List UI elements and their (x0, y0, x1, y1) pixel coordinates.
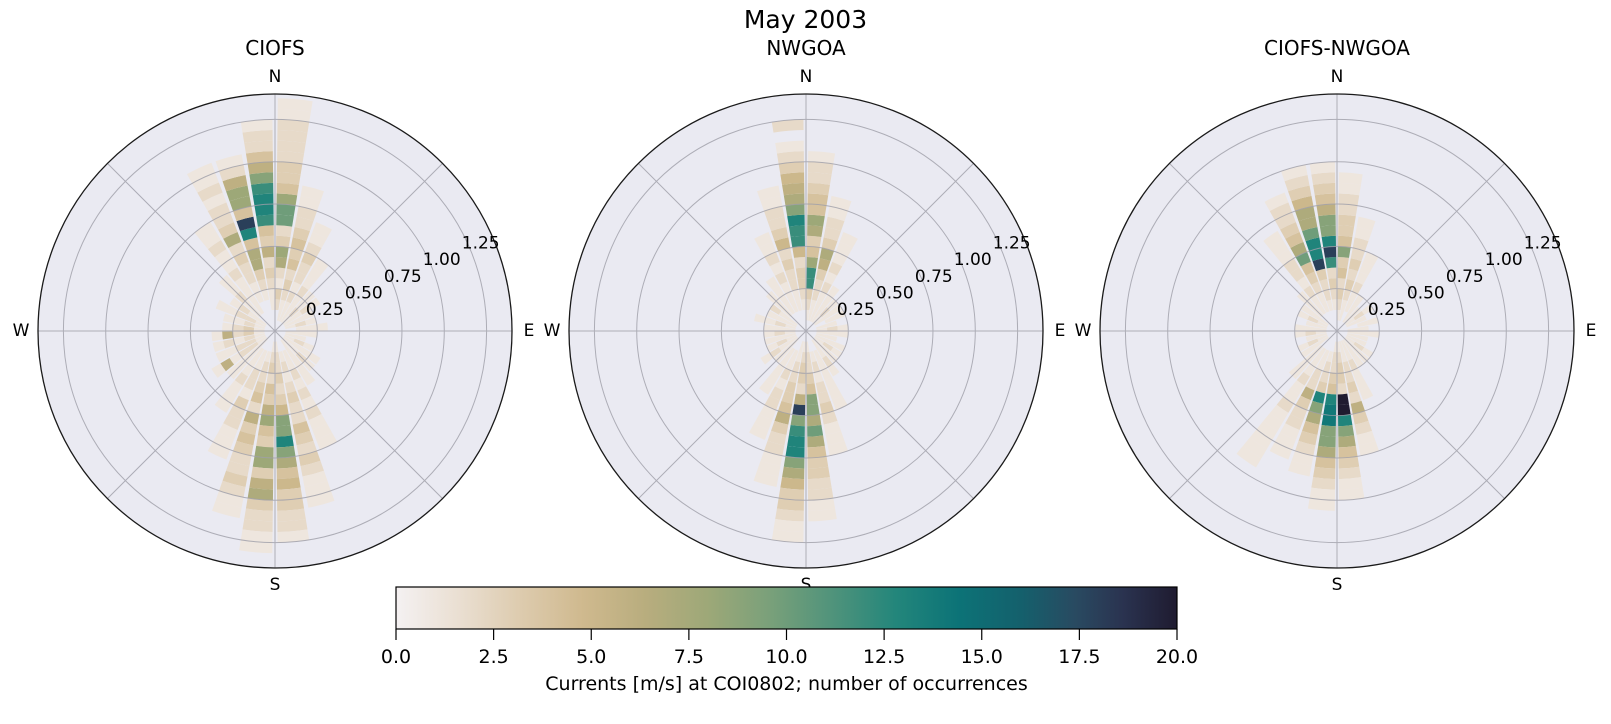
compass-label-e: E (1055, 321, 1066, 341)
colorbar-tick-label: 0.0 (381, 646, 411, 668)
radial-tick-label: 1.00 (1485, 250, 1523, 270)
radial-tick-label: 0.50 (1407, 283, 1445, 303)
radial-tick-label: 0.25 (306, 300, 344, 320)
compass-label-w: W (1075, 321, 1092, 341)
radial-tick-label: 0.50 (345, 283, 383, 303)
rose-cells (186, 98, 338, 554)
colorbar-tick-label: 7.5 (674, 646, 704, 668)
panel-title-ciofs-nwgoa: CIOFS-NWGOA (1264, 36, 1410, 60)
compass-label-s: S (270, 575, 281, 595)
compass-label-n: N (800, 67, 813, 87)
polar-grid (38, 94, 512, 568)
colorbar-tick-label: 20.0 (1156, 646, 1198, 668)
polar-outline (1099, 93, 1575, 569)
colorbar-tick-label: 10.0 (765, 646, 807, 668)
radial-tick-label: 0.75 (1446, 267, 1484, 287)
compass-label-s: S (801, 575, 812, 595)
rose-panel-1: N E S W 0.250.500.751.001.25 (544, 67, 1066, 595)
radial-tick-label: 0.75 (384, 267, 422, 287)
main-title: May 2003 (743, 5, 868, 34)
panel-title-nwgoa: NWGOA (766, 36, 846, 60)
polar-outline (37, 93, 513, 569)
compass-label-w: W (13, 321, 30, 341)
polar-grid (1100, 94, 1574, 568)
radial-tick-label: 0.75 (915, 267, 953, 287)
radial-tick-label: 1.25 (1524, 234, 1562, 254)
radial-tick-label: 1.00 (954, 250, 992, 270)
compass-label-n: N (269, 67, 282, 87)
colorbar-gradient (395, 586, 1178, 630)
colorbar-tick-label: 5.0 (576, 646, 606, 668)
colorbar-tick-label: 12.5 (863, 646, 905, 668)
radial-tick-label: 1.00 (423, 250, 461, 270)
compass-label-n: N (1331, 67, 1344, 87)
radial-tick-label: 1.25 (993, 234, 1031, 254)
rose-panel-2: N E S W 0.250.500.751.001.25 (1075, 67, 1597, 595)
compass-label-s: S (1332, 575, 1343, 595)
panel-title-ciofs: CIOFS (245, 36, 305, 60)
compass-label-e: E (524, 321, 535, 341)
polar-outline (568, 93, 1044, 569)
radial-tick-label: 0.25 (837, 300, 875, 320)
radial-tick-label: 1.25 (462, 234, 500, 254)
radial-tick-label: 0.25 (1368, 300, 1406, 320)
colorbar-tick-label: 2.5 (479, 646, 509, 668)
colorbar: 0.0 2.5 5.0 7.5 10.0 12.5 15.0 17.5 20.0 (381, 586, 1198, 668)
colorbar-tick-label: 17.5 (1058, 646, 1100, 668)
compass-label-e: E (1586, 321, 1597, 341)
compass-label-w: W (544, 321, 561, 341)
colorbar-tick-label: 15.0 (961, 646, 1003, 668)
rose-cells (749, 119, 858, 543)
rose-panel-0: N E S W 0.250.500.751.001.25 (13, 67, 535, 595)
polar-grid (569, 94, 1043, 568)
radial-tick-label: 0.50 (876, 283, 914, 303)
colorbar-label: Currents [m/s] at COI0802; number of occ… (545, 673, 1028, 695)
